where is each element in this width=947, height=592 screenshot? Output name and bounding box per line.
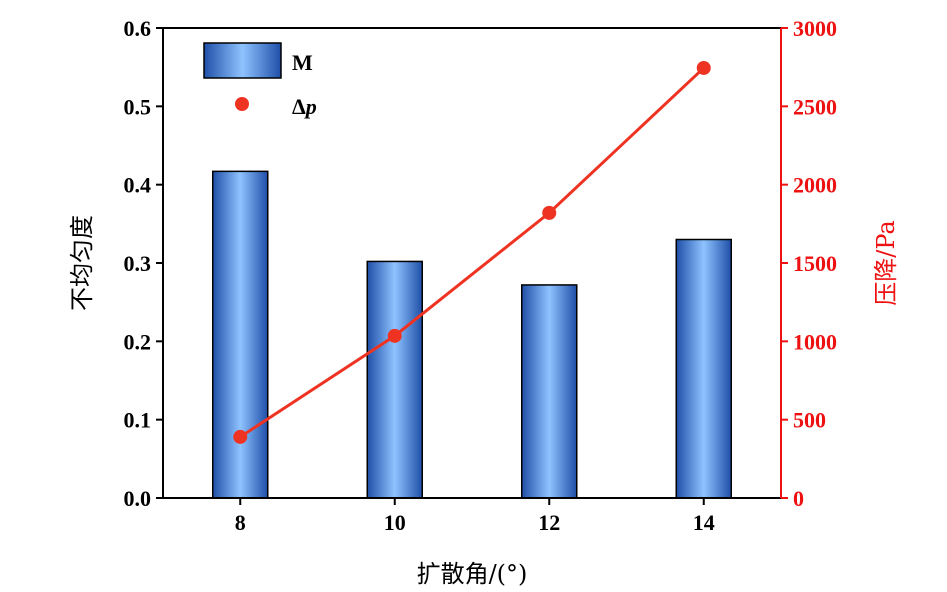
legend: M Δp [203, 42, 317, 119]
left-tick-label: 0.2 [124, 329, 152, 354]
right-tick-label: 500 [793, 408, 826, 433]
legend-line-label: Δp [292, 94, 317, 119]
x-tick-label: 14 [693, 510, 715, 535]
legend-bar-label: M [292, 50, 313, 75]
legend-line-label-delta: Δ [292, 94, 306, 119]
left-tick-label: 0.1 [124, 408, 152, 433]
left-tick-label: 0.6 [124, 16, 152, 41]
left-tick-label: 0.0 [124, 486, 152, 511]
left-axis-title: 不均匀度 [68, 215, 96, 311]
right-tick-label: 3000 [793, 16, 837, 41]
left-tick-label: 0.5 [124, 94, 152, 119]
bar-10 [366, 260, 423, 499]
x-axis-title: 扩散角/(°) [417, 560, 528, 588]
left-tick-label: 0.3 [124, 251, 152, 276]
pressure-drop-line [239, 66, 705, 439]
legend-line-marker [235, 97, 249, 111]
bar-12 [521, 284, 578, 499]
pressure-drop-point-8 [233, 429, 248, 444]
x-tick-label: 10 [384, 510, 406, 535]
bar-14 [675, 238, 732, 499]
legend-bar-swatch [203, 42, 282, 79]
bar-8 [212, 170, 269, 499]
pressure-drop-point-12 [542, 205, 557, 220]
right-tick-label: 1000 [793, 329, 837, 354]
right-tick-label: 1500 [793, 251, 837, 276]
x-tick-label: 8 [235, 510, 246, 535]
x-tick-label: 12 [538, 510, 560, 535]
pressure-drop-point-10 [387, 328, 402, 343]
right-axis-title: 压降/Pa [872, 220, 900, 305]
pressure-drop-point-14 [696, 60, 711, 75]
right-tick-label: 2500 [793, 94, 837, 119]
right-tick-label: 2000 [793, 173, 837, 198]
right-tick-label: 0 [793, 486, 804, 511]
left-tick-label: 0.4 [124, 173, 152, 198]
legend-line-label-p: p [304, 94, 317, 119]
